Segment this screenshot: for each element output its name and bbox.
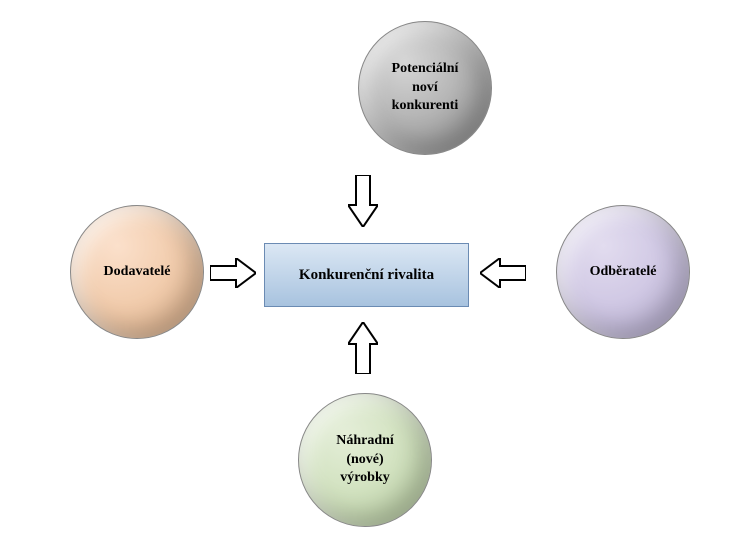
node-right-line1: Odběratelé (584, 258, 663, 285)
node-top-line3: konkurenti (386, 92, 465, 119)
node-top: Potenciální noví konkurenti (358, 21, 492, 155)
arrow-right-icon (210, 258, 256, 288)
arrow-left-icon (480, 258, 526, 288)
node-left-line1: Dodavatelé (98, 258, 177, 285)
node-right: Odběratelé (556, 205, 690, 339)
arrow-down-icon (348, 175, 378, 227)
arrow-up-icon (348, 322, 378, 374)
center-label: Konkurenční rivalita (299, 267, 434, 284)
node-bottom: Náhradní (nové) výrobky (298, 393, 432, 527)
node-bottom-line3: výrobky (334, 464, 396, 491)
center-box: Konkurenční rivalita (264, 243, 469, 307)
node-left: Dodavatelé (70, 205, 204, 339)
